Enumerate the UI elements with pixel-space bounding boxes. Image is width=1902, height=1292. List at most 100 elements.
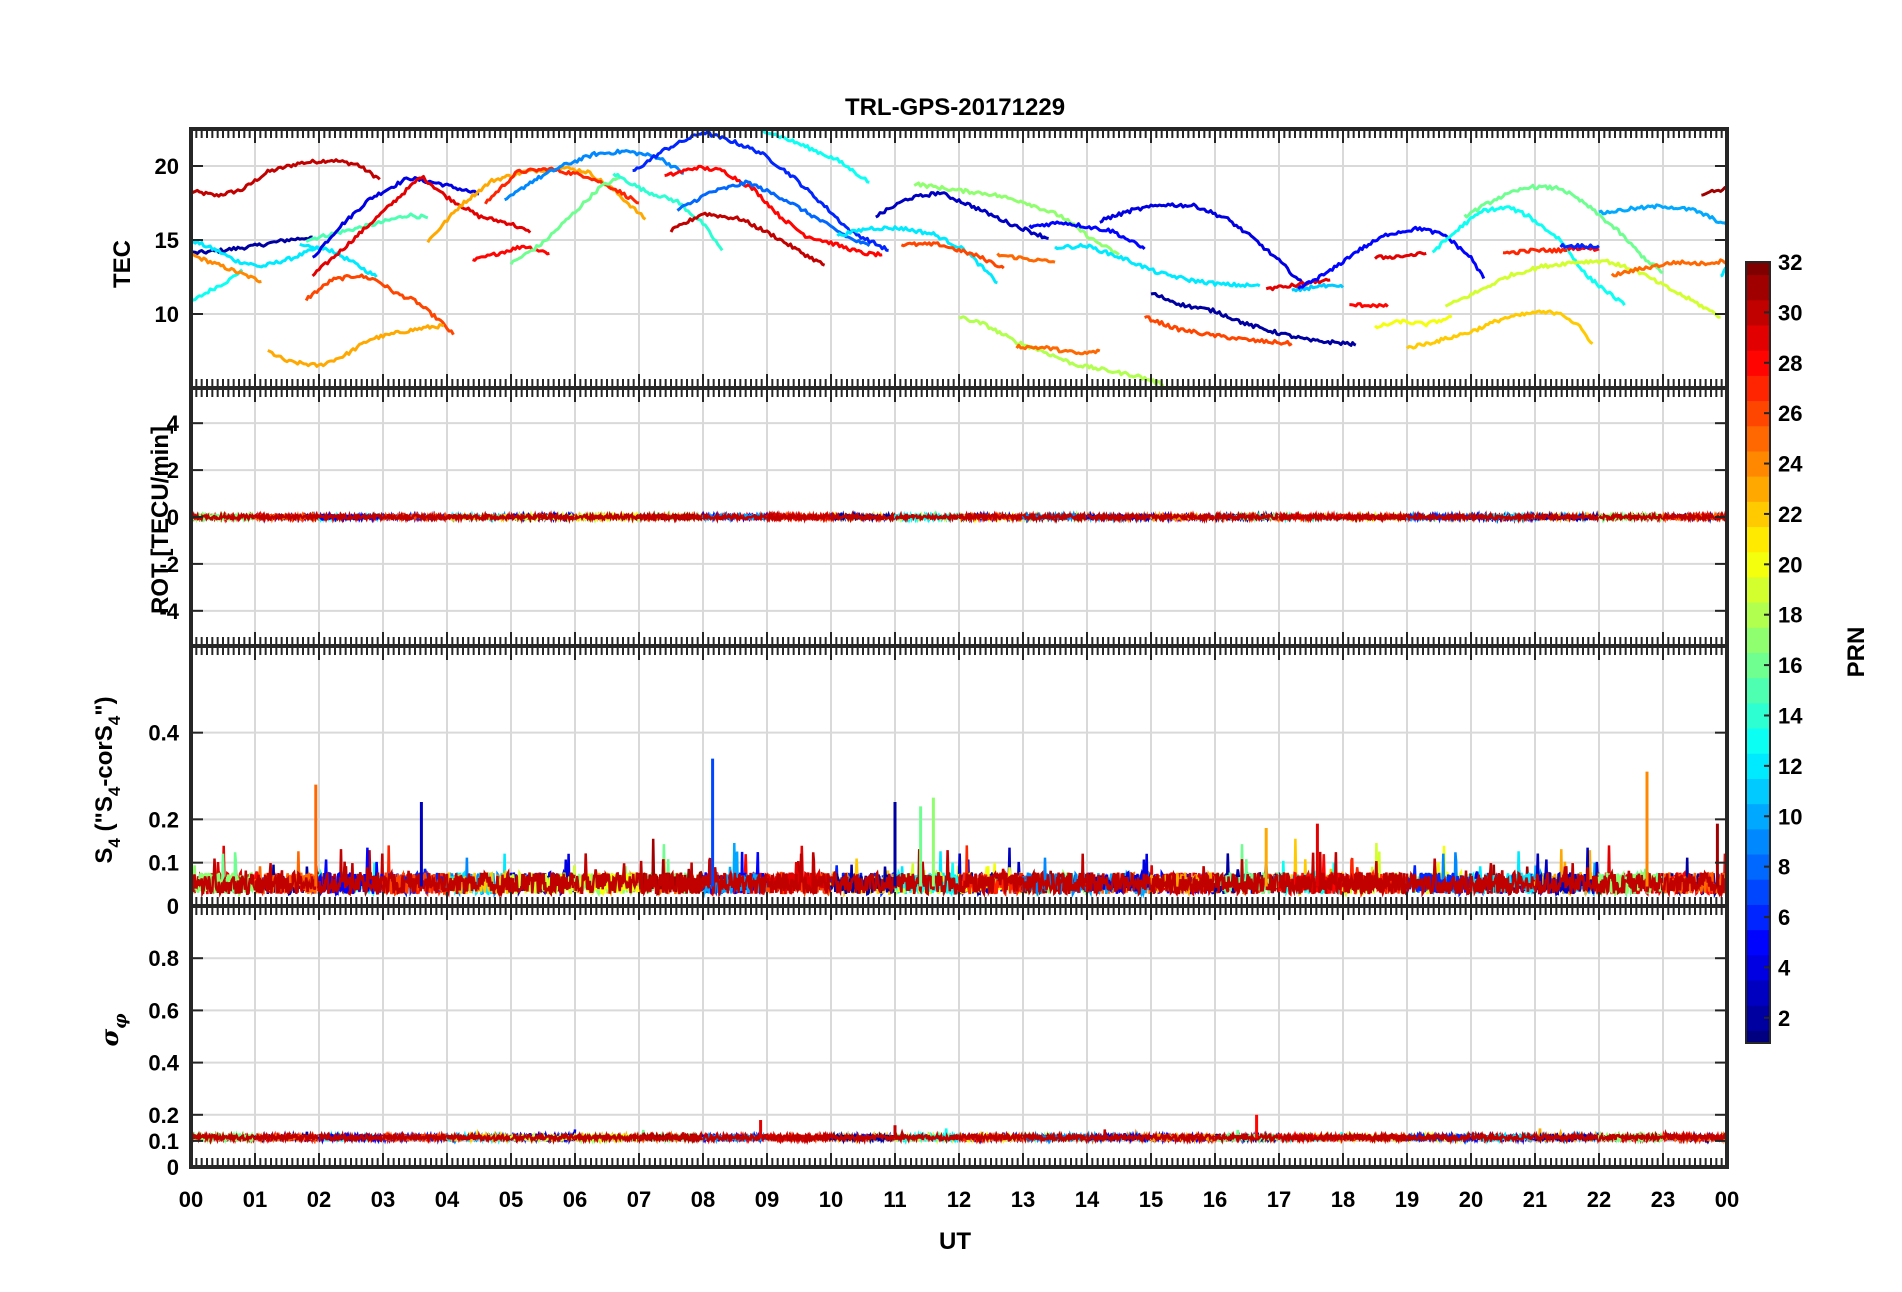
sigma-ytick-label: 0 (167, 1155, 179, 1180)
colorbar-swatch-prn15 (1746, 677, 1770, 704)
rot-trace-prn30 (1086, 510, 1153, 524)
tec-series-prn29-39 (1374, 250, 1427, 261)
tec-series-prn23-10 (267, 323, 445, 368)
colorbar-box (1745, 261, 1771, 1044)
colorbar-swatch-prn9 (1746, 828, 1770, 855)
s4-ytick-label: 0 (167, 894, 179, 919)
rot-trace-prn30 (1598, 510, 1664, 524)
sigma-trace-prn30 (573, 1130, 641, 1145)
s4-trace-prn30 (317, 863, 385, 895)
rot-trace-prn30 (1277, 510, 1344, 524)
tec-series-prn31-49 (1701, 186, 1727, 197)
x-tick-label: 21 (1523, 1187, 1547, 1212)
tec-series-prn5-29 (1028, 220, 1146, 250)
rot-ytick-label: 2 (167, 458, 179, 483)
tec-series-prn13-2 (191, 268, 244, 302)
rot-trace-prn30 (1213, 510, 1280, 524)
x-tick-label: 16 (1203, 1187, 1227, 1212)
sigma-ytick-label: 0.1 (148, 1129, 179, 1154)
rot-trace-prn30 (1534, 510, 1600, 523)
s4-trace-prn30 (1341, 871, 1409, 898)
s4-trace-prn30 (765, 852, 833, 896)
rot-trace-prn30 (894, 510, 961, 524)
s4-trace-prn30 (829, 869, 897, 897)
tec-series-prn22-43 (1405, 309, 1594, 350)
sigma-trace-prn30 (1022, 1130, 1089, 1145)
rot-ytick-label: -4 (159, 599, 179, 624)
rot-ylabel: ROT [TECU/min] (147, 426, 174, 614)
s4-trace-prn30 (637, 860, 705, 897)
colorbar-swatch-prn29 (1746, 324, 1770, 351)
s4-trace-prn30 (1405, 858, 1473, 898)
colorbar-tick-label: 2 (1778, 1006, 1790, 1031)
tec-series-prn20-38 (1374, 314, 1453, 330)
rot-ytick-label: 0 (167, 505, 179, 530)
colorbar-swatch-prn7 (1746, 879, 1770, 905)
colorbar-tick-label: 26 (1778, 401, 1802, 426)
sigma-trace-prn30 (766, 1130, 832, 1146)
sigma-trace-prn30 (1470, 1130, 1537, 1145)
x-tick-label: 13 (1011, 1187, 1035, 1212)
x-tick-label: 10 (819, 1187, 843, 1212)
tec-series-prn2-32 (1150, 292, 1357, 347)
tec-series-prn4-7 (311, 176, 480, 259)
colorbar-tick-label: 12 (1778, 754, 1802, 779)
tec-series-prn6-46 (1559, 242, 1600, 250)
tec-series-prn25-28 (1015, 343, 1101, 356)
tec-series-prn24-4 (191, 253, 262, 284)
x-tick-label: 05 (499, 1187, 523, 1212)
x-tick-label: 19 (1395, 1187, 1419, 1212)
tec-data (191, 129, 1727, 388)
rot-trace-prn30 (509, 510, 576, 525)
tec-series-prn26-24 (900, 241, 1005, 270)
x-tick-label: 14 (1075, 1187, 1100, 1212)
colorbar-tick-label: 22 (1778, 502, 1802, 527)
colorbar-swatch-prn31 (1746, 274, 1770, 301)
sigma-trace-prn30 (1341, 1130, 1409, 1145)
panel-s4: 0 0.1 0.2 0.4 (148, 644, 1729, 919)
tec-ylabel: TEC (109, 240, 136, 288)
tec-series-prn26-9 (304, 273, 455, 336)
tec-series-prn4-30 (1099, 202, 1306, 287)
tec-series-prn28-37 (1349, 302, 1389, 309)
s4-ytick-label: 0.4 (148, 721, 179, 746)
sigma-trace-prn30 (829, 1130, 897, 1145)
rot-trace-prn30 (191, 510, 257, 523)
rot-ytick-label: 4 (167, 411, 180, 436)
colorbar-tick-label: 14 (1778, 703, 1803, 728)
s4-trace-prn3 (1534, 847, 1601, 898)
sigma-trace-prn30 (382, 1130, 449, 1144)
colorbar-swatch-prn19 (1746, 576, 1770, 603)
sigma-trace-prn30 (191, 1130, 256, 1145)
x-tick-label: 17 (1267, 1187, 1291, 1212)
colorbar-swatch-prn21 (1746, 526, 1770, 553)
s4-data (191, 758, 1727, 899)
colorbar-label: PRN (1843, 627, 1870, 678)
rot-trace-prn30 (1342, 511, 1409, 524)
tec-series-prn17-25 (913, 181, 1120, 256)
x-tick-label: 00 (179, 1187, 203, 1212)
rot-trace-prn30 (957, 510, 1025, 524)
colorbar-tick-label: 32 (1778, 250, 1802, 275)
s4-trace-prn30 (253, 863, 321, 895)
tec-series-prn12-3 (191, 237, 320, 269)
tec-series-prn5-36 (1297, 225, 1486, 290)
s4-trace-prn30 (957, 868, 1025, 898)
sigma-trace-prn30 (1661, 1129, 1727, 1145)
x-tick-label: 04 (435, 1187, 460, 1212)
s4-trace-prn25 (253, 851, 321, 896)
colorbar-swatch-prn23 (1746, 476, 1770, 502)
tec-series-prn29-8 (311, 175, 532, 277)
s4-trace-prn30 (509, 872, 577, 897)
x-axis-label: UT (939, 1228, 971, 1255)
panel-tec: 10 15 20 (155, 127, 1729, 390)
colorbar-tick-label: 30 (1778, 300, 1802, 325)
colorbar-swatch-prn11 (1746, 778, 1770, 805)
x-tick-label: 07 (627, 1187, 651, 1212)
s4-ytick-label: 0.2 (148, 807, 179, 832)
rot-data (191, 510, 1727, 525)
s4-trace-prn30 (1533, 863, 1601, 895)
tec-series-prn13-40 (1431, 205, 1626, 306)
sigma-trace-prn30 (445, 1130, 512, 1144)
s4-trace-prn25 (1661, 869, 1727, 896)
